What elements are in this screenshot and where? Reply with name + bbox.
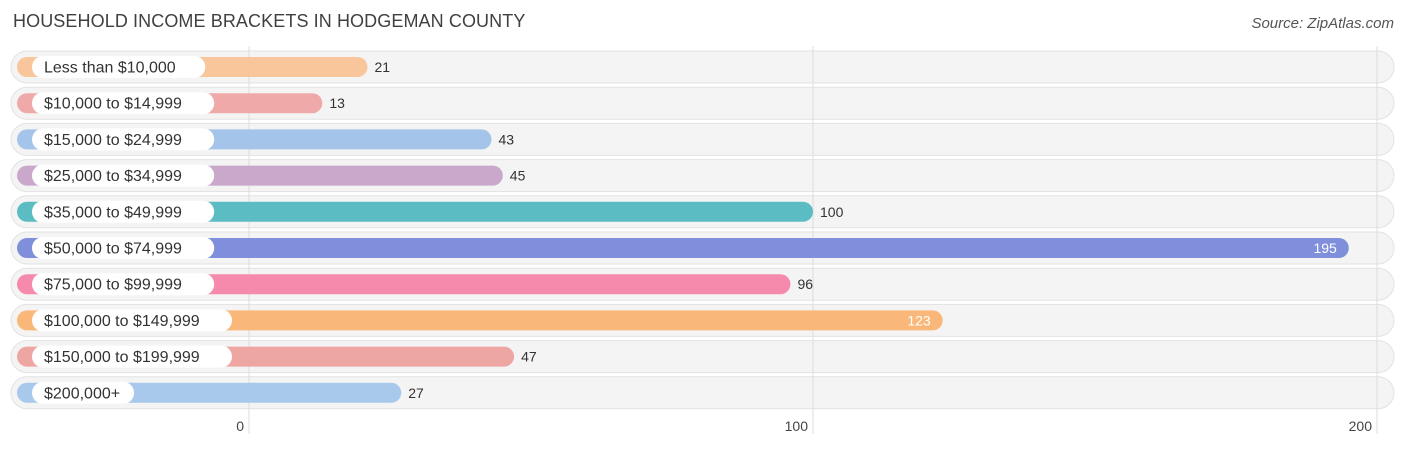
tick-label: 100	[785, 418, 809, 434]
value-label: 47	[521, 349, 537, 365]
category-pill	[32, 164, 215, 187]
category-label: $50,000 to $74,999	[44, 241, 182, 258]
tick-label: 200	[1349, 418, 1373, 434]
category-pill	[32, 92, 215, 115]
category-pill	[32, 309, 232, 332]
category-pill	[32, 56, 206, 78]
category-label: $35,000 to $49,999	[44, 204, 182, 221]
category-pill	[32, 128, 215, 151]
value-label: 13	[329, 95, 345, 111]
bar	[17, 310, 943, 331]
category-pill	[32, 200, 215, 223]
bar	[17, 238, 1349, 258]
category-label: $100,000 to $149,999	[44, 313, 200, 330]
category-pill	[32, 381, 135, 404]
category-label: $75,000 to $99,999	[44, 277, 182, 294]
category-label: $25,000 to $34,999	[44, 168, 182, 185]
category-pill	[32, 273, 215, 296]
category-label: Less than $10,000	[44, 60, 176, 77]
value-label: 43	[499, 131, 515, 147]
category-label: $15,000 to $24,999	[44, 132, 182, 149]
value-label: 27	[408, 385, 424, 401]
category-pill	[32, 345, 232, 368]
value-label: 21	[374, 59, 390, 75]
value-label: 100	[820, 204, 844, 220]
category-label: $200,000+	[44, 385, 120, 402]
category-label: $10,000 to $14,999	[44, 96, 182, 113]
chart-source: Source: ZipAtlas.com	[1251, 15, 1394, 32]
chart-title: HOUSEHOLD INCOME BRACKETS IN HODGEMAN CO…	[13, 11, 526, 31]
tick-label: 0	[236, 418, 244, 434]
category-label: $150,000 to $199,999	[44, 349, 200, 366]
bar	[17, 201, 813, 222]
value-label: 96	[797, 276, 813, 292]
bar-track	[10, 86, 1395, 120]
value-label: 195	[1313, 240, 1337, 256]
value-label: 123	[907, 312, 931, 328]
category-pill	[32, 237, 215, 259]
value-label: 45	[510, 168, 526, 184]
